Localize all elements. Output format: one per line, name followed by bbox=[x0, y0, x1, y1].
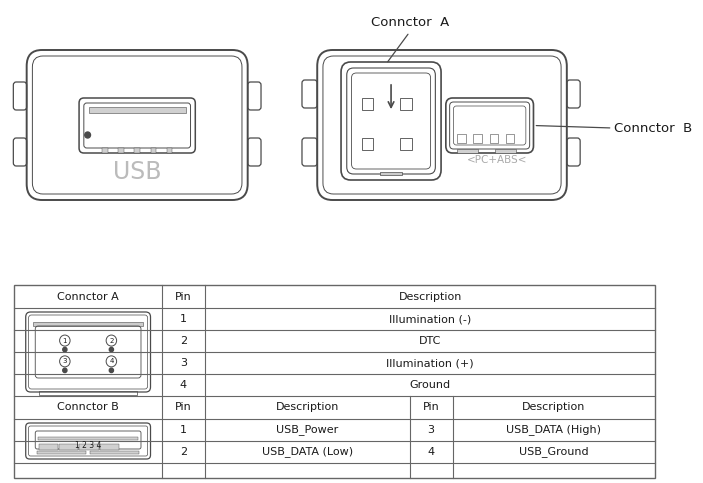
Text: USB_Power: USB_Power bbox=[276, 425, 338, 436]
Text: <PC+ABS<: <PC+ABS< bbox=[467, 155, 527, 165]
Bar bbox=[89, 107, 186, 113]
Text: Pin: Pin bbox=[423, 402, 439, 412]
Text: 1: 1 bbox=[180, 425, 187, 435]
Text: 2: 2 bbox=[109, 338, 114, 343]
Bar bbox=[102, 148, 108, 153]
Bar bbox=[39, 444, 58, 450]
Text: Pin: Pin bbox=[175, 292, 192, 301]
Text: Description: Description bbox=[276, 402, 339, 412]
Text: Connctor B: Connctor B bbox=[57, 402, 119, 412]
Bar bbox=[362, 98, 373, 110]
Text: Description: Description bbox=[522, 402, 586, 412]
Text: Description: Description bbox=[399, 292, 462, 301]
Text: Pin: Pin bbox=[175, 402, 192, 412]
Bar bbox=[59, 444, 79, 450]
Text: 4: 4 bbox=[427, 447, 434, 457]
Text: Illumination (+): Illumination (+) bbox=[387, 358, 474, 368]
Bar bbox=[400, 98, 411, 110]
Text: Connctor A: Connctor A bbox=[57, 292, 119, 301]
Bar bbox=[150, 148, 156, 153]
Bar bbox=[33, 322, 143, 326]
Text: USB_DATA (High): USB_DATA (High) bbox=[506, 425, 602, 436]
Bar bbox=[167, 148, 172, 153]
Text: 4: 4 bbox=[180, 380, 187, 390]
Bar bbox=[506, 134, 515, 143]
Bar bbox=[457, 149, 478, 153]
Bar bbox=[380, 172, 403, 175]
Circle shape bbox=[63, 347, 67, 352]
Bar bbox=[118, 148, 124, 153]
Circle shape bbox=[85, 132, 91, 138]
Bar bbox=[100, 444, 119, 450]
Text: USB_DATA (Low): USB_DATA (Low) bbox=[262, 447, 353, 457]
Bar bbox=[38, 437, 138, 440]
Bar bbox=[39, 391, 137, 395]
Text: 2: 2 bbox=[180, 447, 187, 457]
Text: 2: 2 bbox=[180, 336, 187, 346]
Text: 1: 1 bbox=[63, 338, 67, 343]
Bar bbox=[14, 285, 655, 478]
Text: 4: 4 bbox=[109, 358, 114, 364]
Bar bbox=[362, 138, 373, 150]
Bar bbox=[473, 134, 482, 143]
Text: 3: 3 bbox=[63, 358, 67, 364]
Bar bbox=[37, 451, 86, 454]
Bar bbox=[400, 138, 411, 150]
Text: Ground: Ground bbox=[410, 380, 451, 390]
Circle shape bbox=[63, 368, 67, 372]
Text: USB_Ground: USB_Ground bbox=[519, 447, 589, 457]
Bar bbox=[457, 134, 466, 143]
Bar bbox=[490, 134, 498, 143]
Bar bbox=[90, 451, 139, 454]
Bar bbox=[134, 148, 140, 153]
Text: Connctor  A: Connctor A bbox=[370, 15, 449, 28]
Text: 3: 3 bbox=[427, 425, 434, 435]
Text: 1 2 3 4: 1 2 3 4 bbox=[75, 441, 101, 450]
Circle shape bbox=[109, 368, 113, 372]
Text: Connctor  B: Connctor B bbox=[614, 122, 692, 134]
Text: 3: 3 bbox=[180, 358, 187, 368]
Text: 1: 1 bbox=[180, 314, 187, 324]
Circle shape bbox=[109, 347, 113, 352]
Text: DTC: DTC bbox=[419, 336, 441, 346]
Bar bbox=[79, 444, 98, 450]
Bar bbox=[496, 149, 516, 153]
Text: USB: USB bbox=[113, 160, 162, 184]
Text: Illumination (-): Illumination (-) bbox=[389, 314, 471, 324]
